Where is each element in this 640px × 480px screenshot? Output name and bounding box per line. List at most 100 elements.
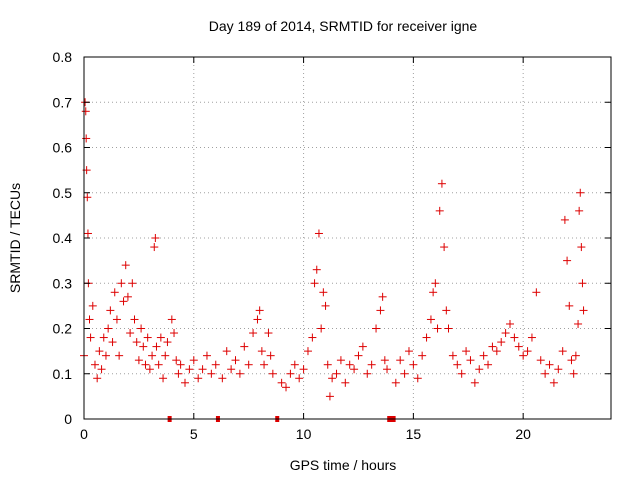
- data-point: [141, 360, 150, 369]
- data-point: [532, 288, 541, 297]
- data-point: [255, 306, 264, 315]
- data-point: [117, 279, 126, 288]
- y-tick-label-4: 0.4: [53, 230, 73, 246]
- data-point: [151, 234, 160, 242]
- data-point: [123, 292, 132, 301]
- y-tick-label-7: 0.7: [53, 94, 73, 110]
- y-tick-label-1: 0.1: [53, 366, 73, 382]
- y-tick-label-3: 0.3: [53, 275, 73, 291]
- data-point: [422, 333, 431, 342]
- data-point: [345, 360, 354, 369]
- data-point: [479, 351, 488, 360]
- data-point: [130, 315, 139, 324]
- data-point: [282, 383, 291, 392]
- data-point: [260, 360, 269, 369]
- data-point: [505, 319, 514, 328]
- data-point: [207, 369, 216, 378]
- data-point: [545, 360, 554, 369]
- data-point: [448, 351, 457, 360]
- data-point: [266, 351, 275, 360]
- y-tick-label-0: 0: [64, 411, 72, 427]
- grid: [84, 57, 611, 419]
- x-tick-label-4: 20: [515, 426, 531, 442]
- data-point: [88, 301, 97, 310]
- data-point: [167, 315, 176, 324]
- data-point: [510, 333, 519, 342]
- data-point: [418, 351, 427, 360]
- data-point: [249, 329, 258, 338]
- data-point: [170, 329, 179, 338]
- data-point: [312, 265, 321, 274]
- data-point: [159, 374, 168, 383]
- data-point: [128, 279, 137, 288]
- x-axis-ticks: 0 5 10 15 20: [80, 57, 531, 442]
- data-point: [104, 324, 113, 333]
- data-point: [143, 333, 152, 342]
- data-point: [560, 215, 569, 224]
- data-point: [85, 315, 94, 324]
- data-point: [240, 342, 249, 351]
- data-point: [108, 338, 117, 347]
- data-point: [321, 301, 330, 310]
- data-point: [328, 374, 337, 383]
- data-point: [194, 374, 203, 383]
- data-point: [264, 329, 273, 338]
- data-point: [565, 301, 574, 310]
- data-point: [83, 229, 92, 238]
- data-point: [575, 206, 584, 215]
- data-point: [323, 360, 332, 369]
- data-point: [93, 374, 102, 383]
- data-point: [99, 333, 108, 342]
- data-point: [431, 279, 440, 288]
- data-point: [83, 193, 92, 202]
- data-point: [137, 324, 146, 333]
- data-point: [563, 256, 572, 265]
- data-point: [81, 107, 90, 116]
- data-point: [319, 288, 328, 297]
- y-tick-label-8: 0.8: [53, 49, 73, 65]
- data-point: [462, 347, 471, 356]
- data-point: [286, 369, 295, 378]
- data-point: [444, 324, 453, 333]
- data-point: [90, 360, 99, 369]
- data-point: [156, 333, 165, 342]
- data-point: [466, 356, 475, 365]
- data-point: [574, 319, 583, 328]
- data-point: [484, 360, 493, 369]
- data-point: [440, 243, 449, 252]
- data-point: [376, 306, 385, 315]
- x-tick-label-3: 15: [406, 426, 422, 442]
- data-point: [579, 306, 588, 315]
- data-point: [475, 365, 484, 374]
- data-point: [554, 365, 563, 374]
- y-axis-label: SRMTID / TECUs: [7, 183, 23, 293]
- x-tick-label-0: 0: [80, 426, 88, 442]
- data-point: [488, 342, 497, 351]
- data-point: [202, 351, 211, 360]
- data-point: [576, 188, 585, 197]
- data-point: [317, 324, 326, 333]
- data-point: [358, 342, 367, 351]
- data-point: [413, 374, 422, 383]
- data-point: [501, 329, 510, 338]
- data-point: [367, 360, 376, 369]
- data-point: [148, 351, 157, 360]
- data-point: [126, 329, 135, 338]
- chart-title: Day 189 of 2014, SRMTID for receiver ign…: [209, 18, 478, 34]
- data-point: [404, 347, 413, 356]
- data-point: [176, 360, 185, 369]
- data-point: [341, 378, 350, 387]
- data-point: [211, 360, 220, 369]
- data-point: [185, 365, 194, 374]
- x-axis-label: GPS time / hours: [290, 457, 397, 473]
- data-point: [378, 292, 387, 301]
- data-point: [578, 279, 587, 288]
- data-point: [115, 351, 124, 360]
- data-point: [523, 347, 532, 356]
- data-point: [497, 338, 506, 347]
- data-point: [303, 347, 312, 356]
- data-point: [132, 338, 141, 347]
- data-point: [571, 351, 580, 360]
- data-points: [80, 98, 588, 401]
- data-point: [150, 243, 159, 252]
